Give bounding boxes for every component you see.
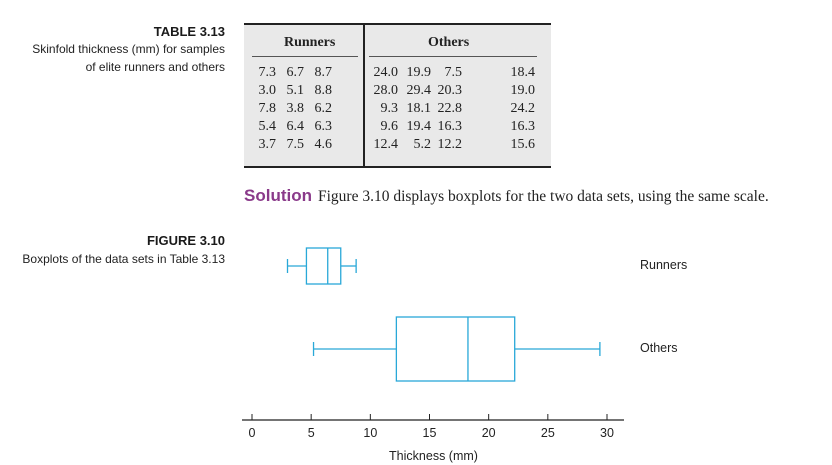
- x-tick-label: 0: [249, 426, 256, 440]
- boxplot-others: [312, 316, 601, 382]
- header-rule-others: [369, 56, 537, 57]
- table-row: 3.7 7.5 4.6 12.4 5.2 12.2 15.6: [244, 137, 551, 155]
- table-cell: 6.4: [286, 119, 305, 134]
- table-cell: 28.0: [373, 83, 399, 98]
- table-caption-line2: of elite runners and others: [85, 60, 225, 74]
- table-cell: 6.7: [286, 65, 305, 80]
- table-cell: 20.3: [437, 83, 463, 98]
- solution-label: Solution: [244, 186, 312, 205]
- figure-label: FIGURE 3.10: [146, 233, 225, 248]
- table-cell: 16.3: [437, 119, 463, 134]
- table-row: 3.0 5.1 8.8 28.0 29.4 20.3 19.0: [244, 83, 551, 101]
- table-cell: 7.5: [286, 137, 305, 152]
- header-runners: Runners: [284, 35, 336, 50]
- table-cell: 9.3: [380, 101, 399, 116]
- table-cell: 7.8: [258, 101, 277, 116]
- table-top-rule: [244, 23, 551, 25]
- table-cell: 6.2: [314, 101, 333, 116]
- series-label-runners: Runners: [640, 258, 688, 272]
- table-cell: 7.3: [258, 65, 277, 80]
- table-row: 7.3 6.7 8.7 24.0 19.9 7.5 18.4: [244, 65, 551, 83]
- table-cell: 24.0: [373, 65, 399, 80]
- x-tick-label: 10: [363, 426, 377, 440]
- x-axis-label: Thickness (mm): [389, 449, 478, 463]
- table-cell: 19.4: [406, 119, 432, 134]
- table-cell: 3.8: [286, 101, 305, 116]
- data-table: Runners Others 7.3 6.7 8.7 24.0 19.9 7.5 18.4 3…: [244, 23, 551, 168]
- figure-caption: FIGURE 3.10 Boxplots of the data sets in…: [0, 233, 225, 266]
- x-tick-label: 20: [482, 426, 496, 440]
- table-row: 7.8 3.8 6.2 9.3 18.1 22.8 24.2: [244, 101, 551, 119]
- table-cell: 18.1: [406, 101, 432, 116]
- header-rule-runners: [252, 56, 358, 57]
- x-tick-label: 5: [308, 426, 315, 440]
- iqr-box: [305, 247, 342, 285]
- table-cell: 24.2: [510, 101, 536, 116]
- table-cell: 19.9: [406, 65, 432, 80]
- table-cell: 18.4: [510, 65, 536, 80]
- table-cell: 4.6: [314, 137, 333, 152]
- table-caption-line1: Skinfold thickness (mm) for samples: [32, 42, 225, 56]
- table-cell: 5.2: [413, 137, 432, 152]
- x-tick-label: 30: [600, 426, 614, 440]
- table-cell: 8.8: [314, 83, 333, 98]
- solution-paragraph: Solution Figure 3.10 displays boxplots fo…: [244, 186, 819, 206]
- x-tick-label: 25: [541, 426, 555, 440]
- table-cell: 8.7: [314, 65, 333, 80]
- table-cell: 12.2: [437, 137, 463, 152]
- table-row: 5.4 6.4 6.3 9.6 19.4 16.3 16.3: [244, 119, 551, 137]
- table-label: TABLE 3.13: [153, 24, 225, 39]
- table-cell: 3.0: [258, 83, 277, 98]
- table-cell: 7.5: [444, 65, 463, 80]
- series-label-others: Others: [640, 341, 678, 355]
- table-bottom-rule: [244, 166, 551, 168]
- table-cell: 5.1: [286, 83, 305, 98]
- table-cell: 5.4: [258, 119, 277, 134]
- table-cell: 16.3: [510, 119, 536, 134]
- header-others: Others: [428, 35, 470, 50]
- table-cell: 6.3: [314, 119, 333, 134]
- table-cell: 22.8: [437, 101, 463, 116]
- table-caption: TABLE 3.13 Skinfold thickness (mm) for s…: [0, 24, 225, 75]
- solution-text: Figure 3.10 displays boxplots for the tw…: [317, 188, 769, 205]
- figure-caption-text: Boxplots of the data sets in Table 3.13: [22, 252, 225, 266]
- table-cell: 15.6: [510, 137, 536, 152]
- boxplot-runners: [286, 247, 357, 285]
- table-cell: 29.4: [406, 83, 432, 98]
- table-column-divider: [363, 25, 365, 166]
- x-tick-label: 15: [423, 426, 437, 440]
- table-cell: 19.0: [510, 83, 536, 98]
- table-cell: 9.6: [380, 119, 399, 134]
- iqr-box: [395, 316, 516, 382]
- table-cell: 12.4: [373, 137, 399, 152]
- table-cell: 3.7: [258, 137, 277, 152]
